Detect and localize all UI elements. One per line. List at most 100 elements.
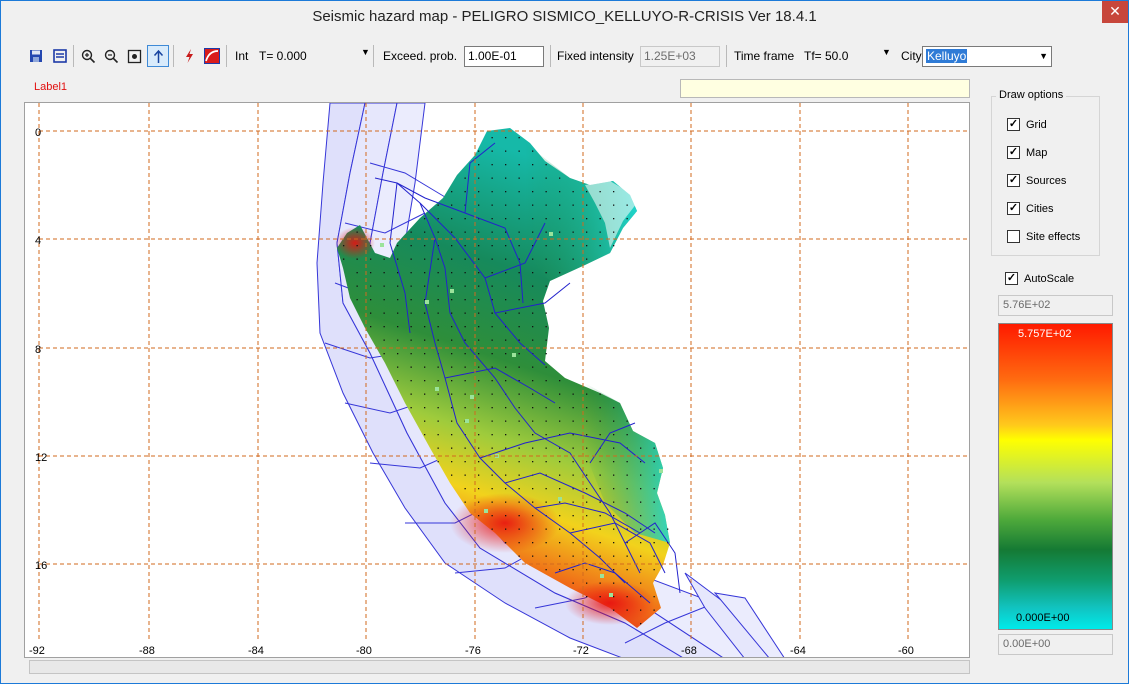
- int-value[interactable]: T= 0.000: [259, 49, 307, 63]
- grid-point: [545, 447, 547, 449]
- grid-point: [518, 137, 520, 139]
- grid-point: [478, 164, 480, 166]
- grid-point: [451, 380, 453, 382]
- grid-checkbox-label: Grid: [1026, 118, 1047, 131]
- grid-point: [613, 609, 615, 611]
- horizontal-scrollbar[interactable]: [29, 660, 970, 674]
- grid-point: [559, 501, 561, 503]
- grid-point: [626, 596, 628, 598]
- time-frame-value[interactable]: Tf= 50.0: [804, 49, 849, 63]
- site-effects-checkbox[interactable]: Site effects: [1007, 230, 1080, 243]
- window-title: Seismic hazard map - PELIGRO SISMICO_KEL…: [312, 8, 817, 25]
- grid-point: [491, 204, 493, 206]
- save-icon[interactable]: [25, 45, 47, 67]
- city-select[interactable]: Kelluyo ▼: [922, 46, 1052, 67]
- grid-point: [599, 528, 601, 530]
- close-button[interactable]: ✕: [1102, 1, 1128, 23]
- scale-bottom-label: 0.000E+00: [1016, 612, 1070, 624]
- grid-point: [599, 569, 601, 571]
- grid-point: [653, 542, 655, 544]
- grid-point: [613, 420, 615, 422]
- cities-checkbox[interactable]: ✓ Cities: [1007, 202, 1054, 215]
- exceed-prob-input[interactable]: 1.00E-01: [464, 46, 544, 67]
- scale-min-field[interactable]: 0.00E+00: [998, 634, 1113, 655]
- zoom-fit-icon[interactable]: [123, 45, 145, 67]
- grid-point: [478, 150, 480, 152]
- sources-checkbox[interactable]: ✓ Sources: [1007, 174, 1066, 187]
- grid-point: [613, 447, 615, 449]
- fixed-intensity-input[interactable]: 1.25E+03: [640, 46, 720, 67]
- grid-point: [370, 285, 372, 287]
- grid-point: [356, 272, 358, 274]
- hazard-map[interactable]: 0 4 8 12 16 -92 -88 -84 -80 -76 -72 -68 …: [24, 102, 970, 658]
- grid-point: [464, 488, 466, 490]
- grid-point: [424, 218, 426, 220]
- zoom-out-icon[interactable]: [100, 45, 122, 67]
- grid-point: [437, 339, 439, 341]
- grid-point: [505, 447, 507, 449]
- scale-max-field[interactable]: 5.76E+02: [998, 295, 1113, 316]
- grid-point: [464, 218, 466, 220]
- grid-point: [599, 191, 601, 193]
- grid-point: [572, 582, 574, 584]
- grid-point: [505, 380, 507, 382]
- int-dropdown-icon[interactable]: ▼: [361, 47, 370, 57]
- grid-point: [410, 407, 412, 409]
- grid-point: [532, 204, 534, 206]
- grid-point: [572, 488, 574, 490]
- grid-point: [613, 569, 615, 571]
- grid-point: [424, 326, 426, 328]
- grid-point: [451, 447, 453, 449]
- map-checkbox[interactable]: ✓ Map: [1007, 146, 1047, 159]
- grid-point: [586, 596, 588, 598]
- grid-point: [410, 272, 412, 274]
- grid-point: [613, 474, 615, 476]
- grid-point: [545, 380, 547, 382]
- hazard-curve-icon[interactable]: [201, 45, 223, 67]
- list-icon[interactable]: [49, 45, 71, 67]
- grid-point: [626, 515, 628, 517]
- cities-check-box: ✓: [1007, 202, 1020, 215]
- grid-point: [451, 366, 453, 368]
- zoom-in-icon[interactable]: [77, 45, 99, 67]
- grid-checkbox[interactable]: ✓ Grid: [1007, 118, 1047, 131]
- grid-point: [532, 312, 534, 314]
- grid-point: [478, 191, 480, 193]
- grid-point: [532, 542, 534, 544]
- grid-point: [383, 312, 385, 314]
- autoscale-checkbox[interactable]: ✓ AutoScale: [1005, 272, 1074, 285]
- grid-point: [410, 393, 412, 395]
- grid-point: [545, 164, 547, 166]
- grid-point: [478, 447, 480, 449]
- grid-point: [599, 596, 601, 598]
- grid-point: [491, 299, 493, 301]
- grid-point: [478, 461, 480, 463]
- time-frame-dropdown-icon[interactable]: ▼: [882, 47, 891, 57]
- grid-point: [424, 245, 426, 247]
- grid-point: [518, 420, 520, 422]
- grid-point: [572, 528, 574, 530]
- grid-point: [626, 569, 628, 571]
- city-dropdown-icon[interactable]: ▼: [1039, 51, 1048, 61]
- grid-point: [518, 515, 520, 517]
- grid-point: [653, 555, 655, 557]
- pointer-icon[interactable]: [147, 45, 169, 67]
- grid-point: [532, 218, 534, 220]
- grid-point: [626, 528, 628, 530]
- grid-point: [599, 542, 601, 544]
- grid-point: [586, 542, 588, 544]
- grid-point: [451, 245, 453, 247]
- grid-point: [532, 231, 534, 233]
- grid-point: [437, 272, 439, 274]
- grid-point: [532, 177, 534, 179]
- grid-point: [491, 447, 493, 449]
- grid-point: [451, 258, 453, 260]
- grid-point: [464, 461, 466, 463]
- grid-point: [559, 258, 561, 260]
- grid-point: [505, 312, 507, 314]
- grid-point: [599, 474, 601, 476]
- grid-point: [586, 231, 588, 233]
- cities-checkbox-label: Cities: [1026, 202, 1054, 215]
- grid-point: [491, 150, 493, 152]
- lightning-icon[interactable]: [178, 45, 200, 67]
